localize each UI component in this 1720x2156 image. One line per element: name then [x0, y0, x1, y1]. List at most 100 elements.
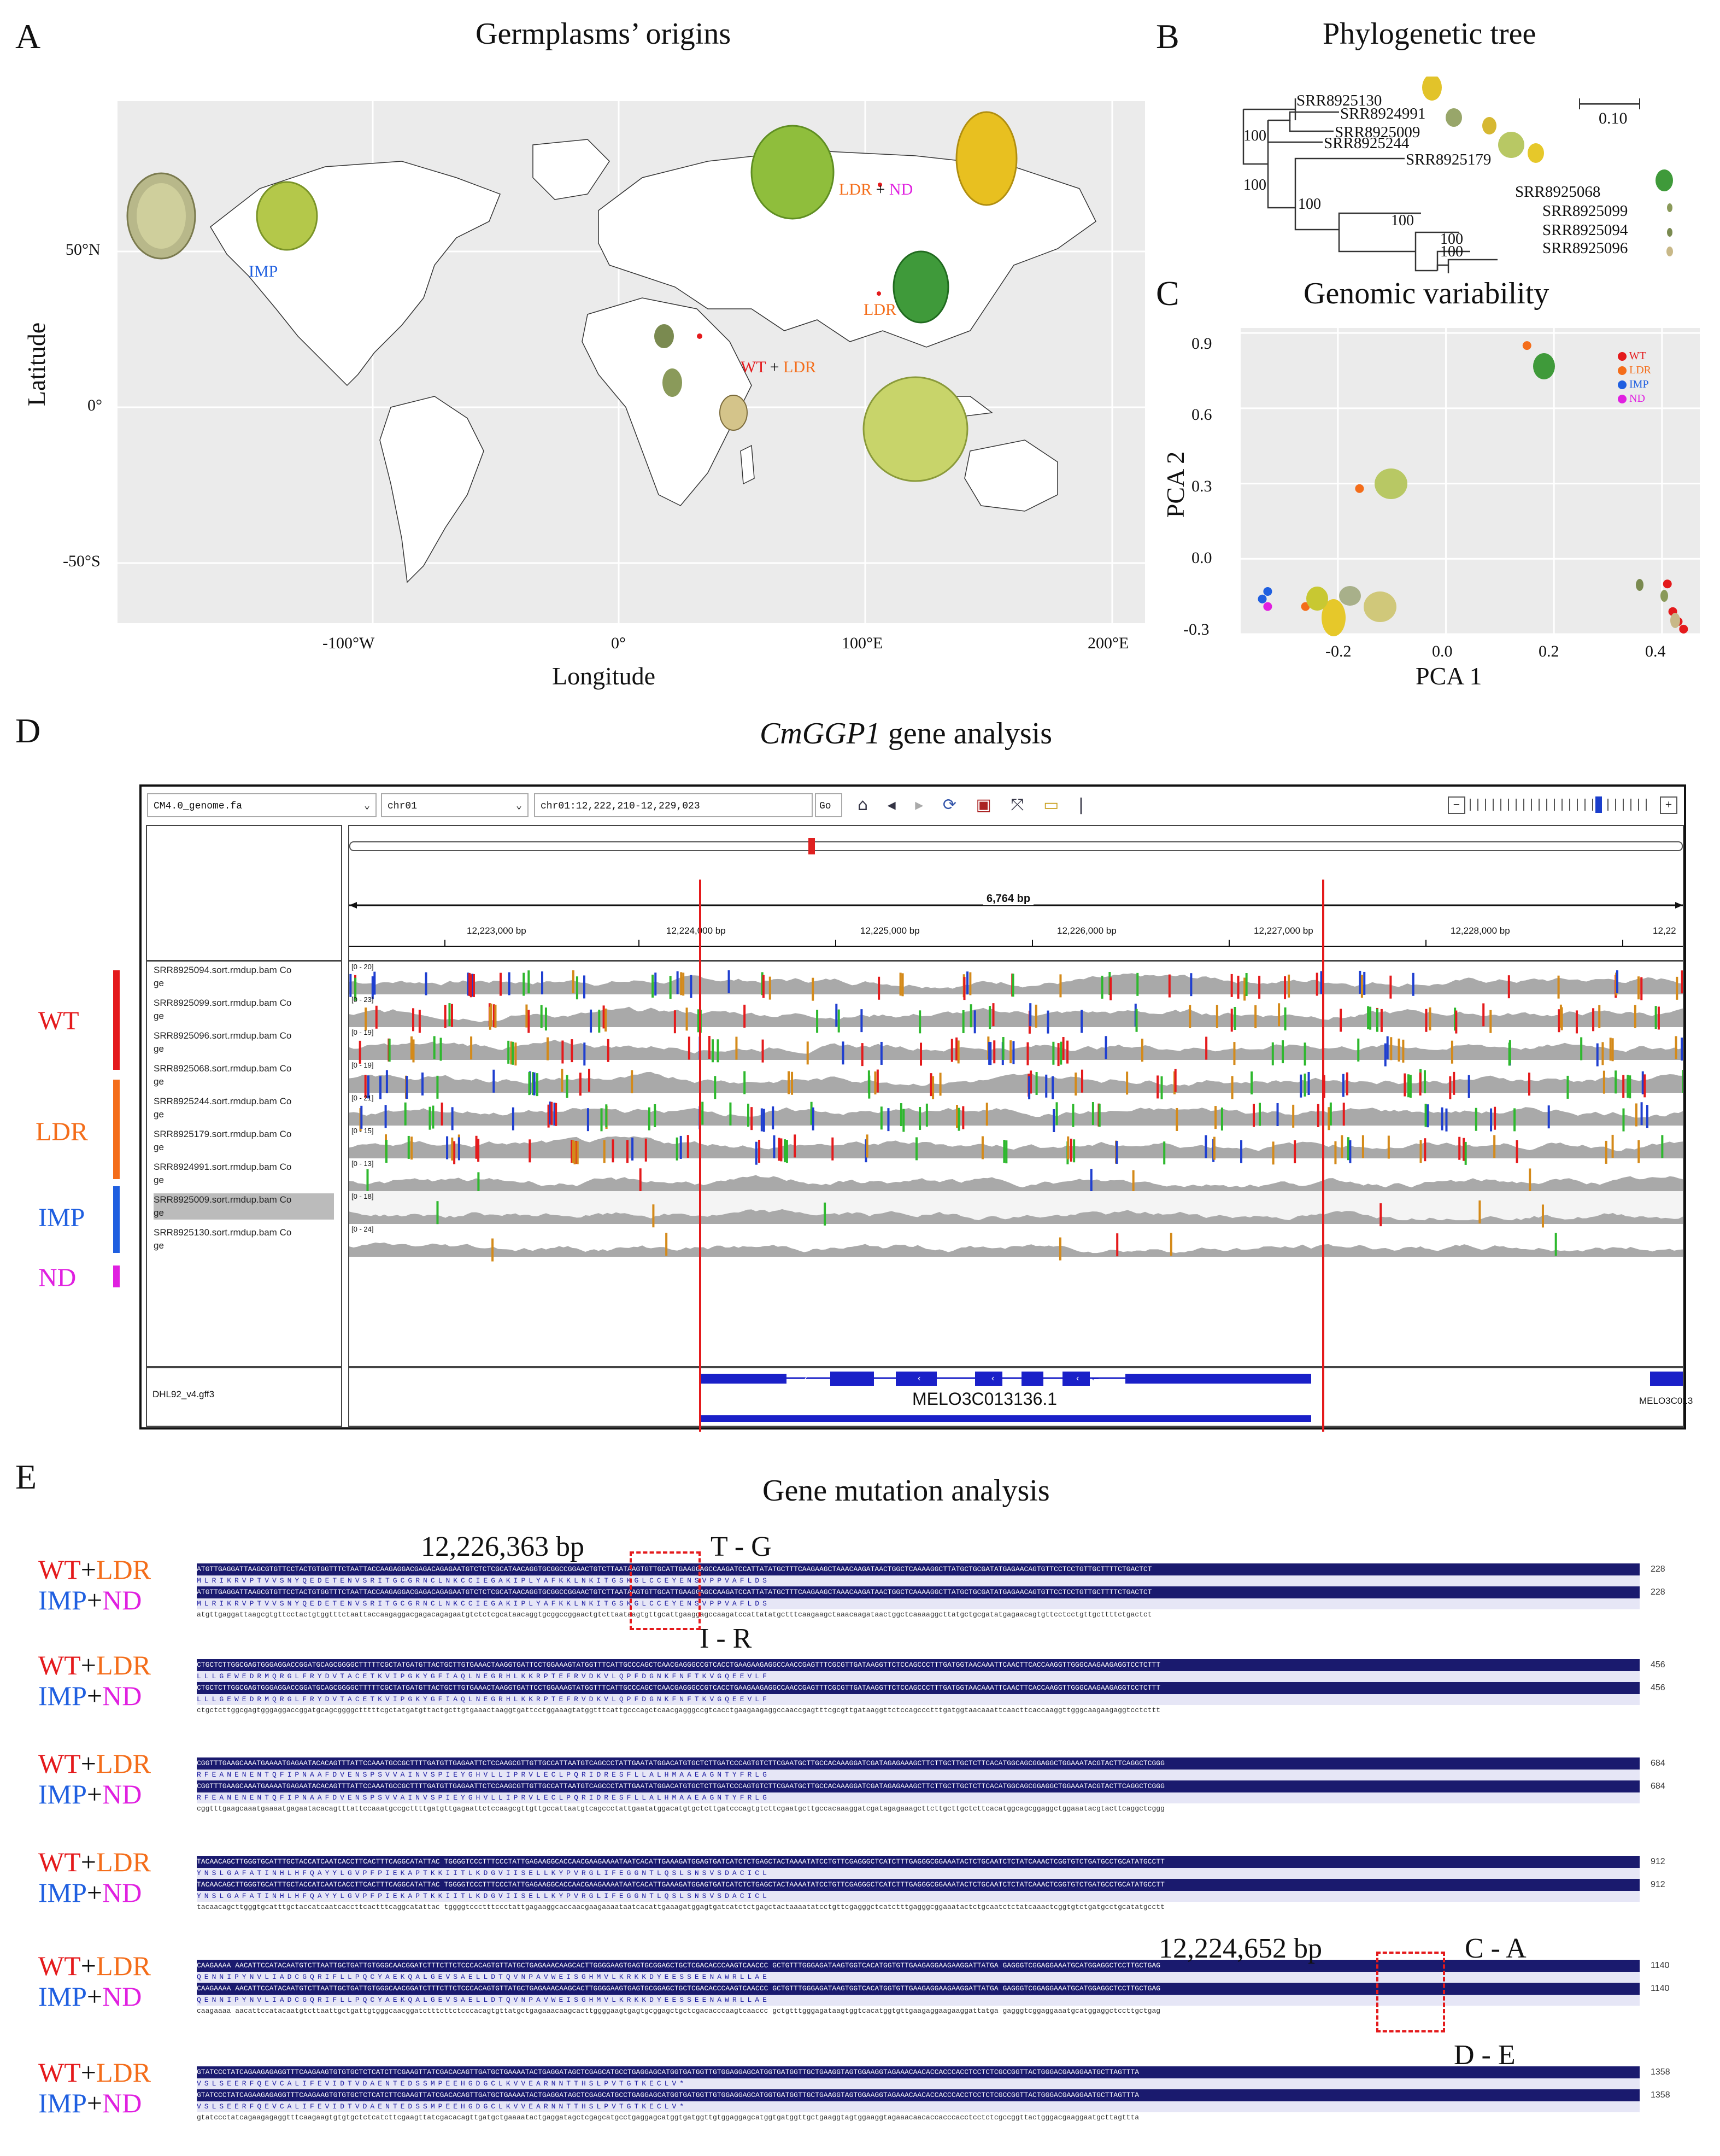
tree-bootstrap-5: 100: [1440, 231, 1463, 248]
seq-row-wt-ldr: CAAGAAAA AACATTCCATACAATGTCTTAATTGCTGATT…: [197, 1960, 1640, 1972]
variant-mark: [410, 1136, 413, 1160]
variant-mark: [1216, 1005, 1218, 1028]
variant-mark: [1341, 1135, 1343, 1158]
aa-row-wt-ldr: VSLSEERFQEVCALIFEVIDTVDAENTEDSSMPEEHGDGC…: [197, 2078, 1640, 2089]
track-name[interactable]: SRR8925096.sort.rmdup.bam Co ge: [154, 1030, 292, 1054]
variant-mark: [1380, 1009, 1383, 1032]
variant-mark: [579, 1073, 582, 1096]
coverage-track: [349, 1040, 1683, 1060]
track-range: [0 - 18]: [351, 1192, 374, 1200]
resize-icon[interactable]: ⤧: [1011, 795, 1024, 815]
variant-mark: [874, 1071, 877, 1095]
variant-mark: [436, 1075, 439, 1099]
variant-mark: [603, 1140, 606, 1163]
variant-mark: [1622, 1108, 1625, 1132]
zoom-in-icon[interactable]: +: [1660, 796, 1677, 814]
variant-mark: [604, 1008, 607, 1032]
variant-mark: [514, 1042, 517, 1066]
variant-mark: [1233, 1042, 1236, 1065]
variant-mark: [1557, 975, 1560, 999]
track-name[interactable]: SRR8925179.sort.rmdup.bam Co ge: [154, 1129, 292, 1152]
variant-mark: [673, 1010, 676, 1034]
variant-mark: [626, 1140, 629, 1163]
label-wt-ldr-ldr: LDR: [783, 358, 817, 376]
track-name[interactable]: SRR8925244.sort.rmdup.bam Co ge: [154, 1096, 292, 1120]
pca-point-ldr: [1355, 484, 1364, 493]
gene-model-svg: ‹ ‹ ‹ ‹ ←: [699, 1372, 1683, 1422]
zoom-out-icon[interactable]: −: [1448, 796, 1465, 814]
variant-mark: [598, 1009, 601, 1033]
panel-a-letter: A: [15, 17, 41, 56]
alignment-group-wt-ldr: WT+LDR: [38, 1950, 151, 1981]
variant-mark: [428, 1106, 431, 1130]
variant-mark: [1070, 1138, 1072, 1162]
group-label-wt: WT: [38, 1006, 79, 1035]
track-name[interactable]: SRR8925130.sort.rmdup.bam Co ge: [154, 1227, 292, 1251]
variant-mark: [366, 1169, 369, 1192]
zoom-level-indicator[interactable]: [1595, 796, 1602, 813]
variant-mark: [919, 1106, 921, 1130]
variant-mark: [468, 972, 471, 996]
forward-icon[interactable]: ▸: [915, 795, 924, 815]
variant-mark: [1091, 1102, 1094, 1126]
variant-mark: [900, 1103, 902, 1127]
popup-icon[interactable]: ▭: [1043, 795, 1059, 815]
madagascar: [740, 444, 755, 485]
exon: [896, 1372, 937, 1386]
variant-mark: [939, 1073, 942, 1096]
go-button[interactable]: Go: [815, 793, 842, 817]
exon: [1125, 1374, 1311, 1384]
variant-mark: [866, 1134, 868, 1158]
mutation2-aminoacid: D - E: [1454, 2040, 1516, 2071]
variant-mark: [1237, 975, 1240, 999]
variant-mark: [1347, 1137, 1349, 1161]
back-icon[interactable]: ◂: [887, 795, 896, 815]
exon: [1650, 1372, 1683, 1386]
home-icon[interactable]: ⌂: [858, 795, 868, 815]
variant-mark: [453, 1141, 456, 1164]
variant-mark: [467, 972, 469, 996]
refresh-icon[interactable]: ⟳: [942, 795, 956, 815]
variant-mark: [533, 1072, 536, 1095]
variant-mark: [644, 1138, 647, 1162]
zoom-slider[interactable]: − +: [1448, 796, 1677, 814]
alignment-group-wt-ldr: WT+LDR: [38, 1748, 151, 1779]
variant-mark: [508, 972, 510, 995]
tree-leaf-4: SRR8925244: [1324, 134, 1410, 152]
variant-mark: [1073, 1139, 1076, 1163]
mutation1-aminoacid: I - R: [700, 1623, 752, 1654]
seq-position-top: 228: [1651, 1565, 1665, 1574]
variant-mark: [743, 1004, 746, 1028]
map-xtick-100e: 100°E: [842, 634, 883, 652]
variant-mark: [1276, 1103, 1279, 1126]
variant-mark: [532, 1072, 535, 1095]
origin-point-ldr: [877, 291, 881, 296]
variant-mark: [966, 971, 969, 995]
variant-mark: [1516, 1140, 1518, 1163]
region-icon[interactable]: ▣: [976, 795, 991, 815]
variant-mark: [1059, 1237, 1061, 1261]
track-name[interactable]: SRR8925094.sort.rmdup.bam Co ge: [154, 965, 292, 988]
gene-label: MELO3C013136.1: [912, 1389, 1058, 1409]
chromosome-select[interactable]: chr01 ⌄: [381, 793, 529, 817]
variant-mark: [1384, 1043, 1387, 1067]
variant-mark: [528, 1072, 531, 1095]
ruler-tick-5: 12,227,000 bp: [1254, 925, 1313, 936]
track-name[interactable]: SRR8924991.sort.rmdup.bam Co ge: [154, 1162, 292, 1185]
variant-mark: [1386, 1036, 1389, 1059]
variant-mark: [648, 1107, 650, 1130]
variant-mark: [1163, 1141, 1166, 1165]
track-name[interactable]: SRR8925068.sort.rmdup.bam Co ge: [154, 1063, 292, 1087]
variant-mark: [1376, 1009, 1379, 1032]
variant-mark: [1615, 1070, 1617, 1094]
variant-mark: [1126, 1071, 1129, 1095]
track-name[interactable]: SRR8925009.sort.rmdup.bam Co ge: [154, 1193, 334, 1220]
variant-mark: [631, 1137, 634, 1161]
locus-input[interactable]: chr01:12,222,210-12,229,023: [534, 793, 813, 817]
genome-select[interactable]: CM4.0_genome.fa ⌄: [147, 793, 377, 817]
seq-position-bottom: 912: [1651, 1880, 1665, 1889]
seq-position-top: 684: [1651, 1759, 1665, 1768]
track-name[interactable]: SRR8925099.sort.rmdup.bam Co ge: [154, 998, 292, 1021]
variant-mark: [1490, 1108, 1493, 1132]
igv-header-name-panel: [146, 825, 342, 961]
